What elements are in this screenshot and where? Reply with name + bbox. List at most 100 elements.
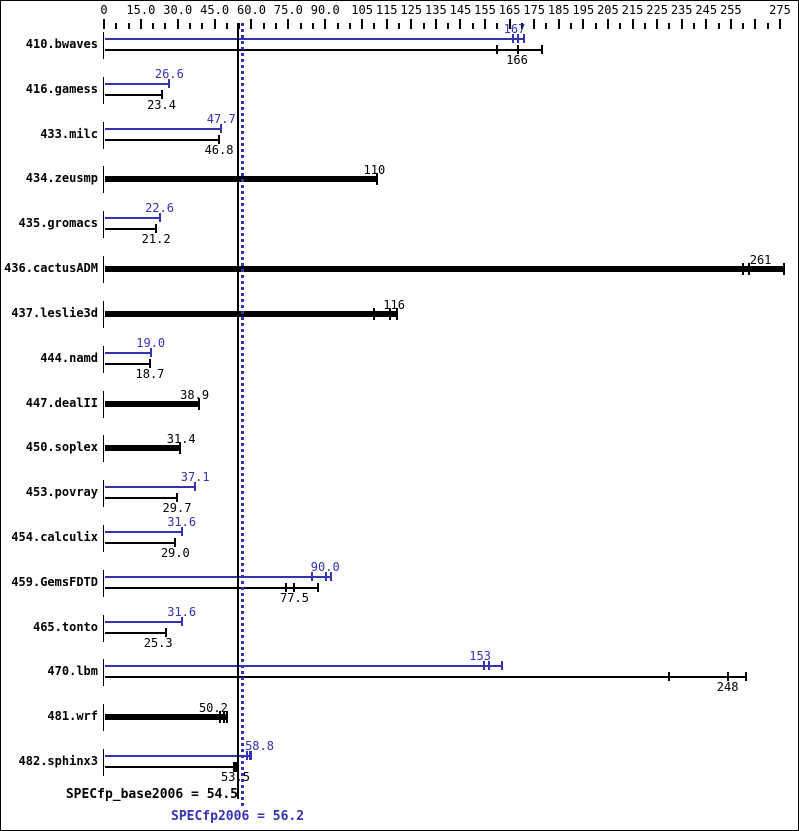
base-mean-label: SPECfp_base2006 = 54.5 bbox=[65, 787, 238, 802]
benchmark-label: 454.calculix bbox=[11, 530, 98, 544]
axis-minor-tick bbox=[238, 23, 241, 29]
axis-major-tick bbox=[754, 19, 757, 29]
axis-major-tick bbox=[287, 19, 290, 29]
benchmark-label: 470.lbm bbox=[47, 664, 98, 678]
bar-end-cap bbox=[523, 34, 526, 43]
axis-tick-label: 255 bbox=[719, 3, 742, 17]
axis-minor-tick bbox=[311, 23, 314, 29]
axis-major-tick bbox=[434, 19, 437, 29]
axis-tick-label: 165 bbox=[498, 3, 521, 17]
axis-minor-tick bbox=[373, 23, 376, 29]
bar-end-cap bbox=[197, 398, 200, 410]
base-value-label: 25.3 bbox=[143, 636, 173, 650]
axis-minor-tick bbox=[348, 23, 351, 29]
axis-minor-tick bbox=[766, 23, 769, 29]
bar-end-cap bbox=[744, 672, 747, 681]
axis-minor-tick bbox=[397, 23, 400, 29]
bar-end-cap bbox=[250, 751, 252, 760]
base-bar bbox=[105, 497, 177, 499]
peak-value-label: 37.1 bbox=[180, 470, 210, 484]
base-bar bbox=[105, 587, 318, 589]
axis-major-tick bbox=[324, 19, 327, 29]
benchmark-label: 433.milc bbox=[40, 127, 98, 141]
axis-minor-tick bbox=[275, 23, 278, 29]
bar-end-cap bbox=[218, 135, 221, 144]
bar-end-cap bbox=[330, 572, 333, 581]
bar-end-cap bbox=[194, 482, 197, 491]
axis-tick-label: 275 bbox=[769, 3, 791, 17]
peak-value-label: 153 bbox=[469, 649, 491, 663]
base-value-label: 46.8 bbox=[204, 143, 234, 157]
row-baseline bbox=[103, 615, 104, 642]
benchmark-label: 410.bwaves bbox=[25, 37, 98, 51]
peak-value-label: 31.6 bbox=[167, 515, 197, 529]
peak-value-label: 167 bbox=[503, 22, 526, 36]
axis-minor-tick bbox=[299, 23, 302, 29]
axis-major-tick bbox=[729, 19, 732, 29]
bar-end-cap bbox=[376, 173, 379, 185]
benchmark-label: 459.GemsFDTD bbox=[11, 575, 98, 589]
base-value-label: 29.0 bbox=[160, 546, 190, 560]
run-mark bbox=[727, 672, 730, 681]
bar-end-cap bbox=[176, 493, 178, 502]
axis-minor-tick bbox=[619, 23, 622, 29]
bar-end-cap bbox=[226, 711, 229, 723]
bar-end-cap bbox=[395, 308, 398, 320]
bar-end-cap bbox=[168, 79, 171, 88]
benchmark-label: 450.soplex bbox=[25, 440, 98, 454]
base-bar bbox=[105, 49, 542, 51]
run-mark bbox=[324, 572, 327, 581]
row-baseline bbox=[103, 32, 104, 59]
axis-major-tick bbox=[779, 19, 781, 29]
benchmark-label: 437.leslie3d bbox=[11, 306, 98, 320]
row-baseline bbox=[103, 77, 104, 104]
base-bar bbox=[105, 676, 746, 678]
peak-value-label: 19.0 bbox=[136, 336, 166, 350]
run-mark bbox=[482, 661, 485, 670]
row-baseline bbox=[103, 659, 104, 686]
base-bar bbox=[105, 401, 200, 407]
axis-major-tick bbox=[213, 19, 216, 29]
axis-minor-tick bbox=[471, 23, 474, 29]
axis-major-tick bbox=[680, 19, 683, 29]
run-mark bbox=[748, 263, 751, 275]
axis-tick-label: 60.0 bbox=[237, 3, 266, 17]
axis-major-tick bbox=[250, 19, 253, 29]
base-bar bbox=[105, 139, 220, 141]
bar-end-cap bbox=[149, 348, 152, 357]
base-value-label: 166 bbox=[506, 53, 528, 67]
axis-tick-label: 155 bbox=[474, 3, 496, 17]
bar-end-cap bbox=[180, 527, 183, 536]
run-mark bbox=[517, 34, 520, 43]
base-bar bbox=[105, 228, 157, 230]
axis-minor-tick bbox=[225, 23, 228, 29]
bar-end-cap bbox=[233, 762, 239, 772]
axis-major-tick bbox=[656, 19, 659, 29]
axis-minor-tick bbox=[127, 23, 130, 29]
axis-tick-label: 235 bbox=[670, 3, 693, 17]
base-bar bbox=[105, 266, 785, 272]
bar-end-cap bbox=[220, 124, 223, 133]
peak-value-label: 90.0 bbox=[310, 560, 340, 574]
axis-minor-tick bbox=[164, 23, 167, 29]
row-baseline bbox=[103, 525, 104, 552]
benchmark-label: 434.zeusmp bbox=[25, 171, 98, 185]
axis-tick-label: 185 bbox=[547, 3, 570, 17]
bar-end-cap bbox=[160, 90, 163, 99]
axis-tick-label: 175 bbox=[523, 3, 546, 17]
base-bar bbox=[105, 714, 229, 720]
axis-major-tick bbox=[508, 19, 511, 29]
run-mark bbox=[223, 711, 226, 723]
benchmark-label: 481.wrf bbox=[47, 709, 98, 723]
axis-major-tick bbox=[176, 19, 179, 29]
run-mark bbox=[512, 34, 515, 43]
row-baseline bbox=[103, 166, 104, 193]
peak-bar bbox=[105, 755, 251, 757]
base-bar bbox=[105, 363, 150, 365]
axis-minor-tick bbox=[152, 23, 155, 29]
bar-end-cap bbox=[148, 359, 151, 368]
axis-minor-tick bbox=[742, 23, 745, 29]
axis-major-tick bbox=[631, 19, 634, 29]
row-baseline bbox=[103, 570, 104, 597]
